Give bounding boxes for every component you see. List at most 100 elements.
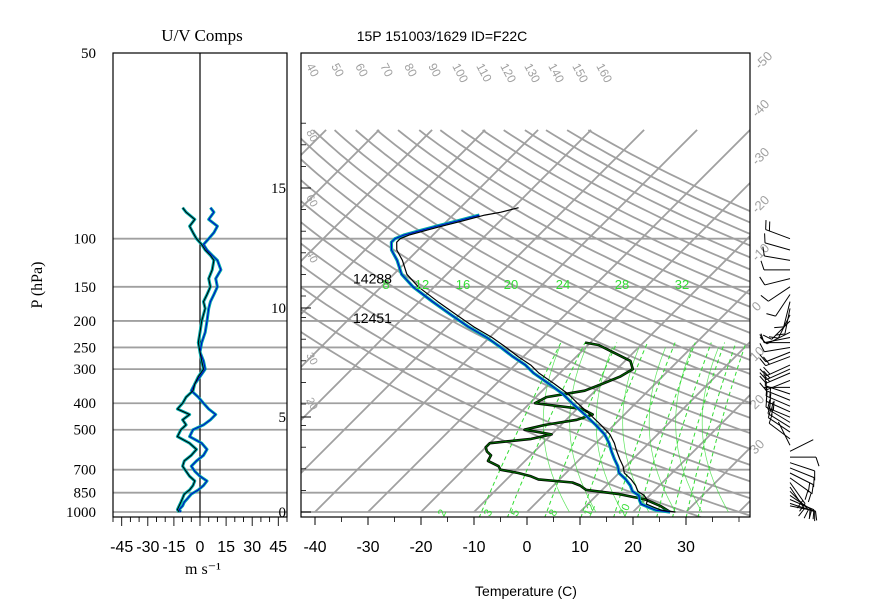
wind-barb-shaft bbox=[789, 462, 815, 472]
dry-adiabat-line bbox=[301, 137, 750, 390]
wind-barb-feather bbox=[760, 260, 765, 270]
height-annotation: 12451 bbox=[353, 310, 392, 326]
left-uv-lines bbox=[175, 53, 223, 517]
theta-label: 150 bbox=[569, 61, 591, 86]
moist-adiabat-line bbox=[648, 347, 676, 513]
pressure-tick-label: 200 bbox=[74, 314, 97, 330]
theta-label: 80 bbox=[401, 61, 420, 80]
mixing-ratio-line bbox=[580, 342, 648, 517]
wind-barb-shaft bbox=[767, 408, 791, 423]
wind-barb-shaft bbox=[765, 229, 791, 240]
dry-adiabat-line bbox=[503, 129, 750, 259]
mixing-ratio-label: 16 bbox=[456, 277, 470, 292]
isotherm-line bbox=[314, 129, 698, 513]
isotherm-line bbox=[301, 129, 592, 422]
uv-components-panel: -45 -30 -15 0 15 30 45 bbox=[110, 52, 288, 556]
pressure-tick-label: 500 bbox=[74, 423, 97, 439]
skew-t-profiles bbox=[389, 207, 676, 514]
left-x-ticks: -45 -30 -15 0 15 30 45 bbox=[110, 517, 288, 556]
dry-adiabat-line bbox=[482, 129, 750, 271]
height-axis: 0 5 10 15 bbox=[271, 122, 311, 521]
mixing-ratio-line bbox=[656, 342, 712, 517]
dewpoint-profile-line bbox=[389, 213, 671, 514]
theta-label: 50 bbox=[328, 61, 347, 80]
wind-barb-shaft bbox=[765, 372, 791, 384]
height-annotation: 14288 bbox=[353, 271, 392, 287]
isotherm-line bbox=[579, 340, 750, 513]
wind-barb-feather bbox=[759, 354, 767, 363]
wind-barb-feather bbox=[759, 358, 767, 367]
wind-barb-shaft bbox=[766, 364, 791, 377]
mixing-ratio-line bbox=[685, 342, 737, 517]
theta-side-label: 80 bbox=[303, 128, 319, 144]
wind-barb-shaft bbox=[789, 486, 805, 509]
theta-label: 90 bbox=[425, 61, 444, 80]
mixing-ratio-line bbox=[672, 342, 726, 517]
wind-barb-feather bbox=[767, 408, 772, 418]
wind-barb-feather bbox=[772, 400, 775, 411]
moist-adiabat-line bbox=[595, 347, 623, 513]
theta-side-label: 40 bbox=[303, 249, 319, 265]
dry-adiabat-line bbox=[460, 129, 750, 283]
isotherm-line bbox=[301, 129, 539, 369]
wind-barb-feather bbox=[774, 326, 784, 329]
wind-barb-shaft bbox=[765, 351, 791, 363]
wind-barb-feather bbox=[775, 333, 785, 336]
wind-barb-shaft bbox=[766, 368, 791, 381]
temperature-tick-label: -40 bbox=[303, 539, 326, 556]
wind-barb-shaft bbox=[789, 467, 815, 479]
wind-barb-feather bbox=[759, 382, 767, 391]
left-x-tick-label: -45 bbox=[110, 539, 133, 556]
wind-barb-shaft bbox=[764, 242, 791, 251]
wind-barb-feather bbox=[763, 366, 771, 375]
left-x-tick-label: 15 bbox=[217, 539, 235, 556]
left-x-tick-label: 0 bbox=[196, 539, 205, 556]
height-tick-label: 5 bbox=[279, 410, 287, 426]
mixing-ratio-bottom-label: 12 bbox=[582, 502, 598, 518]
theta-label: 120 bbox=[497, 61, 519, 86]
wind-barb-shaft bbox=[764, 255, 791, 261]
left-x-tick-label: -15 bbox=[162, 539, 185, 556]
wind-barb-feather bbox=[763, 374, 771, 382]
wind-barb-feather bbox=[799, 503, 806, 512]
dry-adiabat-line bbox=[566, 129, 750, 224]
wind-barb-feather bbox=[808, 509, 813, 520]
temperature-ticks: -40 -30 -20 -10 0 10 20 30 bbox=[303, 517, 740, 556]
left-x-axis-label: m s⁻¹ bbox=[185, 561, 221, 578]
temperature-tick-label: -20 bbox=[409, 539, 432, 556]
mixing-ratio-bottom-label: 2 bbox=[436, 508, 449, 519]
wind-barb-shaft bbox=[789, 482, 806, 504]
parcel-profile-line bbox=[485, 342, 671, 513]
mixing-ratio-bottom-label: 3 bbox=[482, 508, 495, 519]
wind-barb-feather bbox=[763, 356, 770, 365]
pressure-axis-labels: 1000 850 700 500 400 300 250 200 150 100 50 bbox=[66, 46, 96, 521]
wind-barb-shaft bbox=[784, 308, 791, 335]
isotherm-line bbox=[301, 129, 433, 263]
moist-adiabat-line bbox=[542, 347, 570, 513]
skew-t-background-lines bbox=[301, 129, 750, 517]
wind-barb-feather bbox=[768, 336, 779, 339]
wind-barb-feather bbox=[807, 482, 811, 493]
theta-label: 100 bbox=[449, 61, 471, 86]
mixing-ratio-line bbox=[544, 342, 618, 517]
wind-barb-feather bbox=[763, 370, 771, 379]
mixing-ratio-line bbox=[697, 342, 747, 517]
wind-barb-feather bbox=[803, 509, 809, 519]
wind-barb-feather bbox=[759, 343, 765, 352]
wind-barb-feather bbox=[760, 295, 769, 302]
dry-adiabat-line bbox=[524, 129, 750, 247]
isotherm-label: -40 bbox=[749, 96, 773, 120]
theta-label: 60 bbox=[352, 61, 371, 80]
parcel-profile-outline bbox=[484, 341, 671, 514]
dewpoint-profile-core bbox=[390, 214, 671, 513]
dry-adiabat-line bbox=[312, 129, 750, 375]
wind-barb-shaft bbox=[768, 286, 791, 302]
wind-barb-feather bbox=[796, 500, 804, 509]
dry-adiabat-line bbox=[376, 129, 750, 334]
isotherm-line bbox=[738, 499, 750, 513]
wind-barb-feather bbox=[767, 399, 771, 410]
mixing-ratio-label: 8 bbox=[382, 277, 389, 292]
wind-barb-feather bbox=[798, 508, 805, 517]
mixing-ratio-bottom-label: 5 bbox=[509, 508, 522, 519]
